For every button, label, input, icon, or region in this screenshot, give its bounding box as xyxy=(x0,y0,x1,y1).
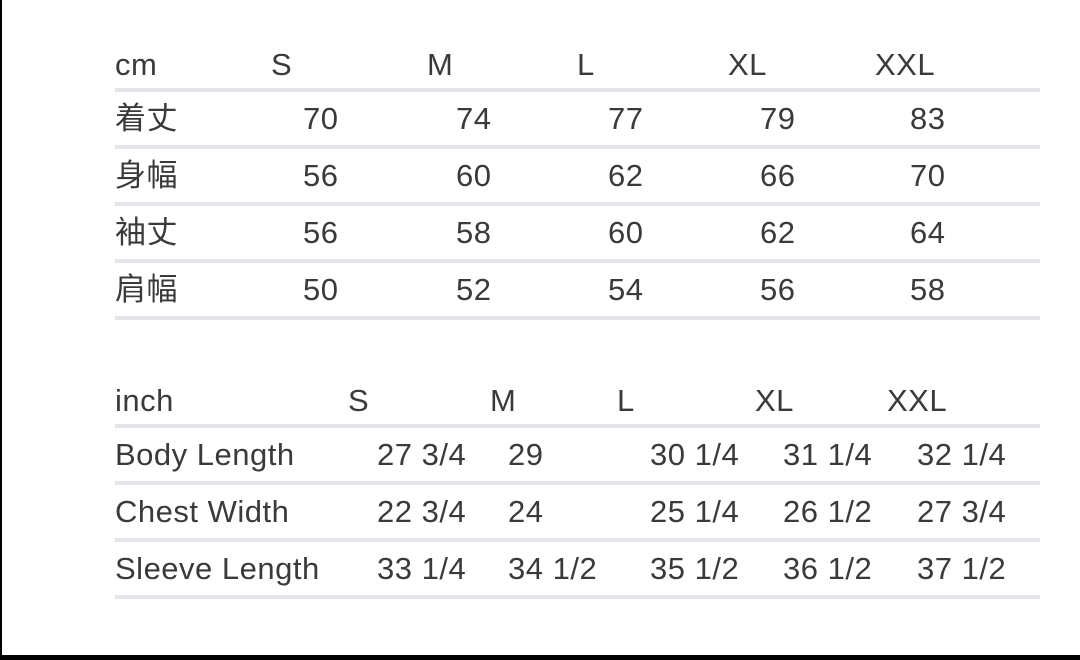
cell-value: 36 1/2 xyxy=(783,551,873,586)
bottom-frame-bar xyxy=(0,655,1080,660)
cell-value: 62 xyxy=(608,158,644,193)
cm-row-body-length: 着丈 70 74 77 79 83 xyxy=(115,92,1040,149)
cell-value: 58 xyxy=(456,215,492,250)
row-label: 着丈 xyxy=(115,101,178,136)
inch-size-header-m: M xyxy=(490,383,517,418)
cell-value: 64 xyxy=(910,215,946,250)
inch-unit-label: inch xyxy=(115,383,174,418)
inch-size-header-s: S xyxy=(348,383,370,418)
cell-value: 50 xyxy=(303,272,339,307)
cell-value: 56 xyxy=(303,158,339,193)
cm-row-shoulder-width: 肩幅 50 52 54 56 58 xyxy=(115,263,1040,320)
cell-value: 27 3/4 xyxy=(377,437,467,472)
cell-value: 34 1/2 xyxy=(508,551,598,586)
cell-value: 70 xyxy=(303,101,339,136)
cell-value: 25 1/4 xyxy=(650,494,740,529)
cell-value: 27 3/4 xyxy=(917,494,1007,529)
left-frame-bar xyxy=(0,0,2,660)
cell-value: 30 1/4 xyxy=(650,437,740,472)
cell-value: 79 xyxy=(760,101,796,136)
row-label: Sleeve Length xyxy=(115,551,320,586)
cell-value: 58 xyxy=(910,272,946,307)
cm-row-chest-width: 身幅 56 60 62 66 70 xyxy=(115,149,1040,206)
cell-value: 62 xyxy=(760,215,796,250)
cell-value: 24 xyxy=(508,494,544,529)
row-label: 身幅 xyxy=(115,158,178,193)
cell-value: 32 1/4 xyxy=(917,437,1007,472)
inch-size-header-l: L xyxy=(617,383,635,418)
inch-size-header-xxl: XXL xyxy=(887,383,948,418)
row-label: Chest Width xyxy=(115,494,290,529)
cell-value: 26 1/2 xyxy=(783,494,873,529)
cell-value: 60 xyxy=(456,158,492,193)
inch-table-header-row: inch S M L XL XXL xyxy=(115,378,1040,428)
row-label: Body Length xyxy=(115,437,295,472)
cell-value: 54 xyxy=(608,272,644,307)
cell-value: 56 xyxy=(760,272,796,307)
inch-size-table: inch S M L XL XXL Body Length 27 3/4 29 … xyxy=(115,378,1040,599)
cell-value: 56 xyxy=(303,215,339,250)
cell-value: 70 xyxy=(910,158,946,193)
cm-unit-label: cm xyxy=(115,47,158,82)
cell-value: 31 1/4 xyxy=(783,437,873,472)
row-label: 肩幅 xyxy=(115,272,178,307)
cell-value: 52 xyxy=(456,272,492,307)
cm-size-table: cm S M L XL XXL 着丈 70 74 77 79 83 身幅 56 … xyxy=(115,42,1040,320)
cell-value: 22 3/4 xyxy=(377,494,467,529)
cm-row-sleeve-length: 袖丈 56 58 60 62 64 xyxy=(115,206,1040,263)
cell-value: 77 xyxy=(608,101,644,136)
cell-value: 35 1/2 xyxy=(650,551,740,586)
cell-value: 60 xyxy=(608,215,644,250)
cm-size-header-m: M xyxy=(427,47,454,82)
cell-value: 29 xyxy=(508,437,544,472)
cm-size-header-l: L xyxy=(577,47,595,82)
cell-value: 37 1/2 xyxy=(917,551,1007,586)
inch-size-header-xl: XL xyxy=(755,383,794,418)
cm-size-header-xl: XL xyxy=(728,47,767,82)
cell-value: 33 1/4 xyxy=(377,551,467,586)
inch-row-sleeve-length: Sleeve Length 33 1/4 34 1/2 35 1/2 36 1/… xyxy=(115,542,1040,599)
inch-row-chest-width: Chest Width 22 3/4 24 25 1/4 26 1/2 27 3… xyxy=(115,485,1040,542)
cell-value: 66 xyxy=(760,158,796,193)
cell-value: 83 xyxy=(910,101,946,136)
row-label: 袖丈 xyxy=(115,215,178,250)
inch-row-body-length: Body Length 27 3/4 29 30 1/4 31 1/4 32 1… xyxy=(115,428,1040,485)
cm-table-header-row: cm S M L XL XXL xyxy=(115,42,1040,92)
cell-value: 74 xyxy=(456,101,492,136)
cm-size-header-xxl: XXL xyxy=(875,47,936,82)
cm-size-header-s: S xyxy=(271,47,293,82)
